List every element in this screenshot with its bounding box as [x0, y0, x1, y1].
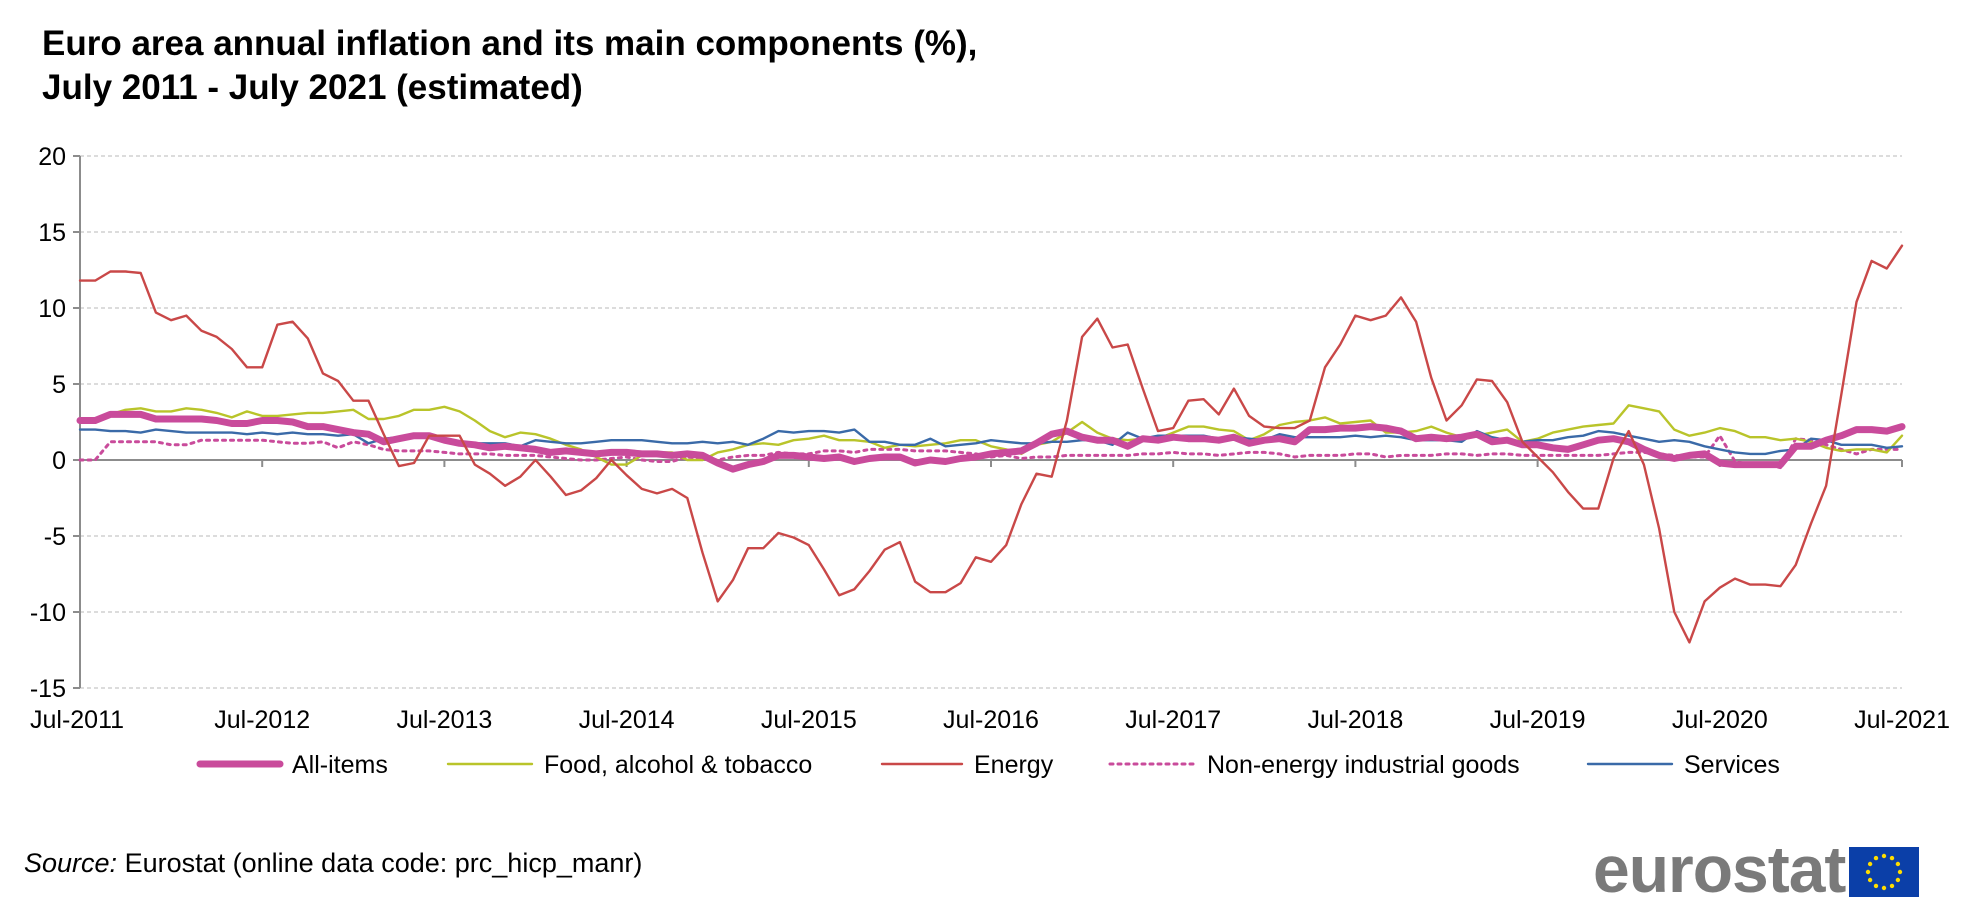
eu-flag-star — [1898, 869, 1903, 875]
series-line-all-items — [76, 410, 1906, 473]
x-tick-label: Jul-2015 — [761, 706, 857, 734]
chart-title: Euro area annual inflation and its main … — [42, 22, 977, 110]
x-tick-label: Jul-2011 — [30, 706, 124, 734]
eu-flag-star — [1866, 869, 1871, 875]
eurostat-logo-text: eurostat — [1593, 832, 1846, 906]
x-tick-label: Jul-2012 — [214, 706, 310, 734]
x-tick-label: Jul-2019 — [1490, 706, 1586, 734]
legend-label-services: Services — [1684, 751, 1780, 779]
eu-flag-star — [1874, 855, 1879, 861]
y-tick-label: -15 — [30, 675, 66, 703]
source-label: Source: — [24, 848, 118, 878]
y-tick-label: 0 — [52, 447, 66, 475]
y-tick-label: -10 — [30, 599, 66, 627]
eu-flag-star — [1882, 885, 1887, 891]
x-tick-label: Jul-2016 — [943, 706, 1039, 734]
eu-flag-icon — [1849, 847, 1920, 897]
eu-flag-star — [1868, 861, 1873, 867]
eu-flag-star — [1874, 883, 1879, 889]
eu-flag-star — [1890, 883, 1895, 889]
x-tick-label: Jul-2013 — [396, 706, 492, 734]
y-tick-label: -5 — [44, 523, 66, 551]
chart-title-line-2: July 2011 - July 2021 (estimated) — [42, 68, 583, 107]
legend-label-energy: Energy — [974, 751, 1054, 779]
x-tick-label: Jul-2014 — [579, 706, 675, 734]
x-tick-label: Jul-2017 — [1125, 706, 1221, 734]
eu-flag-star — [1896, 861, 1901, 867]
legend-label-non-energy-industrial-goods: Non-energy industrial goods — [1207, 751, 1520, 779]
series-line-energy — [78, 244, 1904, 644]
y-tick-label: 5 — [52, 371, 66, 399]
y-tick-label: 15 — [38, 219, 66, 247]
eu-flag-star — [1890, 855, 1895, 861]
line-chart: 20 15 10 5 0 -5 -10 -15 Jul-2011 Jul-2012 Jul-2013… — [30, 143, 1950, 779]
y-tick-label: 10 — [38, 295, 66, 323]
chart-title-line-1: Euro area annual inflation and its main … — [42, 24, 978, 63]
x-tick-label: Jul-2020 — [1672, 706, 1768, 734]
eu-flag-star — [1882, 853, 1887, 859]
y-tick-label: 20 — [38, 143, 66, 171]
series-line-food-alcohol-tobacco — [78, 404, 1904, 466]
eu-flag-star — [1868, 877, 1873, 883]
source-text: Eurostat (online data code: prc_hicp_man… — [124, 848, 643, 878]
legend-label-all-items: All-items — [292, 751, 388, 779]
source-note: Source: Eurostat (online data code: prc_… — [24, 848, 642, 879]
x-tick-label: Jul-2021 — [1854, 706, 1950, 734]
legend-label-food-alcohol-tobacco: Food, alcohol & tobacco — [544, 751, 812, 779]
eu-flag-star — [1896, 877, 1901, 883]
eurostat-logo: eurostat — [1593, 832, 1920, 906]
x-tick-label: Jul-2018 — [1307, 706, 1403, 734]
